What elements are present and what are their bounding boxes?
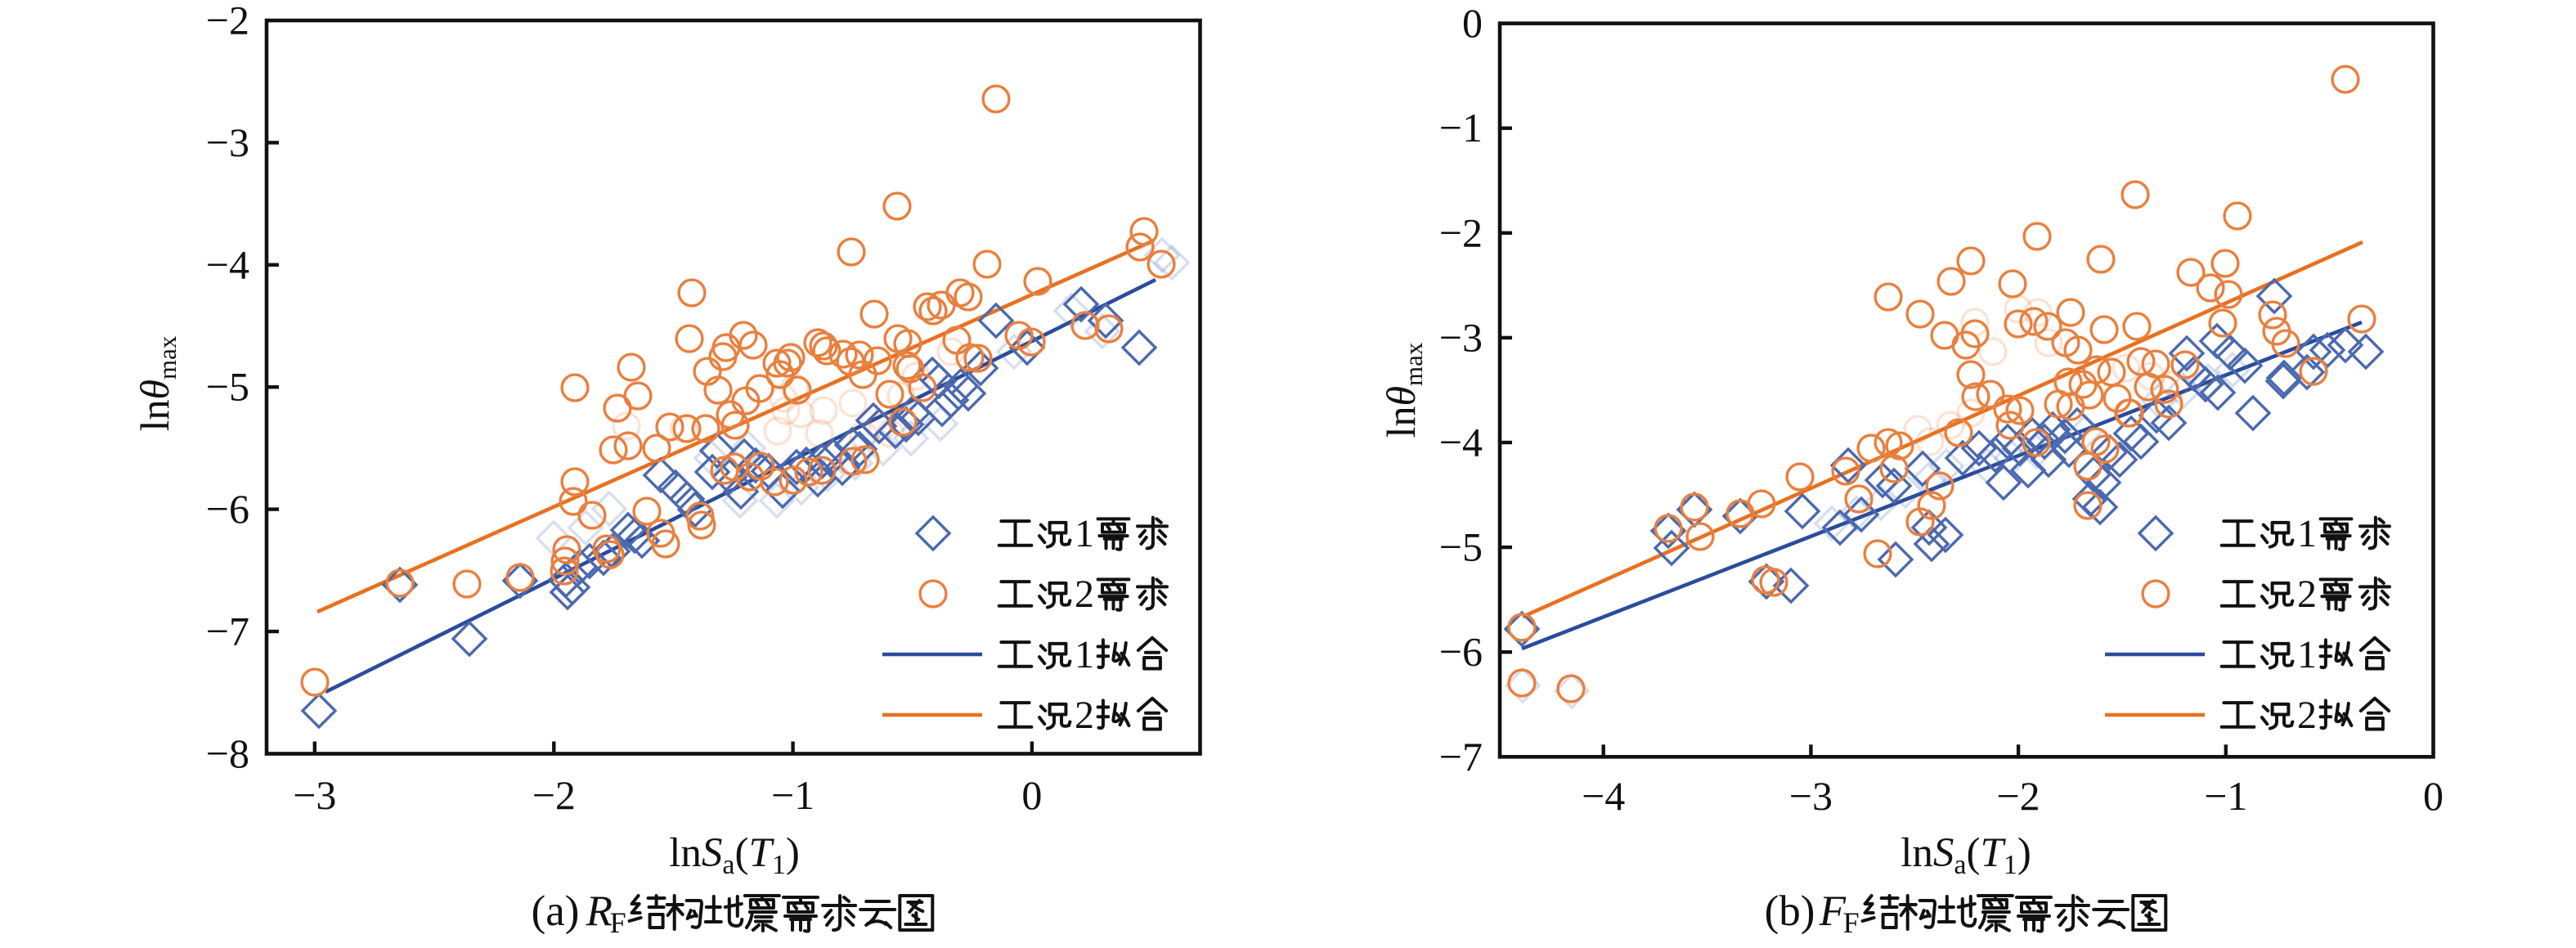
svg-text:1: 1	[2297, 512, 2317, 555]
svg-text:−8: −8	[206, 730, 249, 776]
svg-text:−5: −5	[206, 364, 249, 410]
svg-text:−2: −2	[532, 772, 576, 818]
svg-text:0: 0	[1462, 0, 1483, 46]
svg-text:F: F	[610, 906, 626, 939]
svg-text:2: 2	[2297, 694, 2317, 737]
svg-text:−2: −2	[206, 0, 249, 43]
svg-text:lnSa(T1): lnSa(T1)	[669, 830, 800, 880]
svg-text:−7: −7	[1439, 734, 1483, 780]
svg-text:2: 2	[1075, 573, 1094, 616]
svg-text:−3: −3	[206, 119, 249, 165]
svg-text:−3: −3	[1789, 773, 1833, 819]
svg-text:−6: −6	[1439, 629, 1483, 675]
svg-text:−4: −4	[206, 241, 249, 287]
svg-text:F: F	[1843, 906, 1860, 939]
svg-text:0: 0	[1021, 772, 1042, 818]
svg-text:−4: −4	[1439, 420, 1483, 465]
svg-text:lnθmax: lnθmax	[132, 335, 182, 431]
svg-text:0: 0	[2423, 773, 2444, 819]
svg-text:1: 1	[2297, 633, 2317, 676]
svg-text:−3: −3	[293, 772, 336, 818]
svg-text:1: 1	[1075, 633, 1094, 676]
svg-text:1: 1	[1075, 512, 1094, 555]
svg-text:(a): (a)	[532, 887, 580, 935]
svg-text:−2: −2	[1996, 773, 2040, 819]
svg-text:−6: −6	[206, 486, 249, 532]
svg-text:R: R	[586, 887, 613, 935]
svg-text:−1: −1	[1439, 105, 1483, 151]
svg-text:−1: −1	[771, 772, 815, 818]
svg-text:−2: −2	[1439, 209, 1483, 255]
svg-text:lnθmax: lnθmax	[1378, 342, 1428, 438]
svg-text:2: 2	[2297, 573, 2317, 616]
svg-text:F: F	[1819, 887, 1847, 935]
svg-text:−1: −1	[2204, 773, 2247, 819]
svg-text:(b): (b)	[1765, 887, 1815, 935]
svg-text:−3: −3	[1439, 314, 1483, 360]
svg-text:−5: −5	[1439, 524, 1483, 570]
svg-text:−7: −7	[206, 609, 249, 654]
svg-text:2: 2	[1075, 694, 1094, 737]
svg-text:−4: −4	[1582, 773, 1625, 819]
